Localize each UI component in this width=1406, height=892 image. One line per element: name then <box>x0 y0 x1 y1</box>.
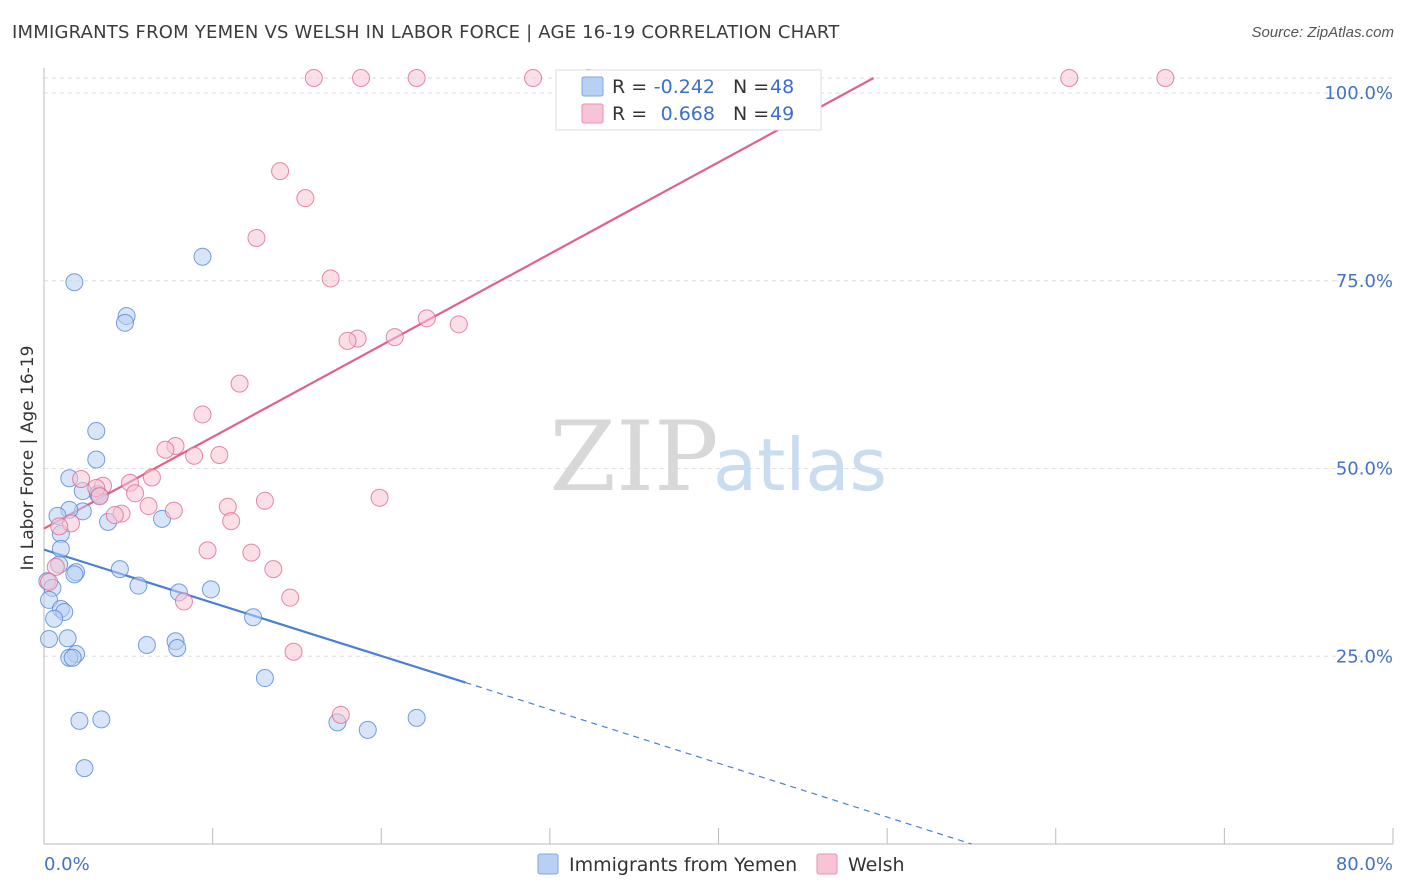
point-welsh <box>304 69 323 87</box>
point-welsh <box>164 501 183 520</box>
point-welsh <box>281 588 300 607</box>
point-welsh <box>90 487 109 506</box>
point-immigrants-from-yemen <box>40 629 59 648</box>
point-welsh <box>126 484 145 503</box>
point-welsh <box>139 497 158 516</box>
point-welsh <box>242 543 261 562</box>
point-immigrants-from-yemen <box>63 648 82 667</box>
point-welsh <box>284 642 303 661</box>
points-layer <box>38 69 1175 778</box>
point-welsh <box>193 405 212 424</box>
trend-line-welsh <box>43 77 875 530</box>
point-welsh <box>40 572 59 591</box>
watermark-zip: ZIP <box>549 401 718 513</box>
point-welsh <box>338 331 357 350</box>
point-welsh <box>385 328 404 347</box>
point-welsh <box>331 705 350 724</box>
point-welsh <box>271 162 290 181</box>
legend-swatch-yemen <box>581 76 604 97</box>
point-welsh <box>198 541 217 560</box>
legend-n-label-yemen: N = <box>733 76 769 98</box>
y-tick-labels: 25.0% 50.0% 75.0% 100.0% <box>1324 83 1393 667</box>
bottom-legend-label-yemen: Immigrants from Yemen <box>569 854 797 876</box>
point-immigrants-from-yemen <box>407 708 426 727</box>
y-tick-label: 75.0% <box>1336 271 1393 292</box>
point-immigrants-from-yemen <box>51 539 70 558</box>
watermark-atlas: atlas <box>713 423 887 507</box>
point-immigrants-from-yemen <box>255 669 274 688</box>
point-immigrants-from-yemen <box>115 313 134 332</box>
bottom-legend-swatch-yemen <box>537 853 559 875</box>
point-welsh <box>230 374 249 393</box>
point-welsh <box>264 560 283 579</box>
point-welsh <box>46 557 65 576</box>
axes-layer <box>43 68 1394 845</box>
legend-r-value-yemen: -0.242 <box>654 76 715 98</box>
point-welsh <box>1156 69 1175 87</box>
point-welsh <box>185 446 204 465</box>
point-welsh <box>222 512 241 531</box>
point-welsh <box>524 69 543 87</box>
point-immigrants-from-yemen <box>65 273 84 292</box>
point-immigrants-from-yemen <box>168 638 187 657</box>
watermark: ZIP atlas <box>549 401 887 513</box>
legend-r-label-welsh: R = <box>612 103 647 125</box>
x-tick-label-max: 80.0% <box>1336 854 1393 875</box>
bottom-legend-swatch-welsh <box>816 853 838 875</box>
point-immigrants-from-yemen <box>65 565 84 584</box>
bottom-legend: Immigrants from Yemen Welsh <box>537 853 905 876</box>
y-axis-title: In Labor Force | Age 16-19 <box>18 346 38 571</box>
y-tick-label: 100.0% <box>1324 83 1393 104</box>
point-immigrants-from-yemen <box>87 450 106 469</box>
x-tick-label-min: 0.0% <box>44 854 90 875</box>
y-tick-label: 25.0% <box>1336 646 1393 667</box>
point-immigrants-from-yemen <box>358 720 377 739</box>
point-immigrants-from-yemen <box>244 608 263 627</box>
point-welsh <box>321 269 340 288</box>
point-immigrants-from-yemen <box>193 247 212 266</box>
point-immigrants-from-yemen <box>129 576 148 595</box>
trend-line-extension-immigrants-from-yemen <box>465 681 972 845</box>
legend-r-value-welsh: 0.668 <box>661 103 715 125</box>
point-welsh <box>370 488 389 507</box>
point-welsh <box>296 189 315 208</box>
legend-n-label-welsh: N = <box>733 103 769 125</box>
point-welsh <box>449 315 468 334</box>
point-welsh <box>255 491 274 510</box>
point-immigrants-from-yemen <box>110 560 129 579</box>
point-welsh <box>156 440 175 459</box>
point-immigrants-from-yemen <box>137 635 156 654</box>
point-welsh <box>407 69 426 87</box>
legend-swatch-welsh <box>581 103 604 124</box>
point-welsh <box>352 69 371 87</box>
chart-title: IMMIGRANTS FROM YEMEN VS WELSH IN LABOR … <box>12 22 840 43</box>
legend-n-value-welsh: 49 <box>770 103 794 125</box>
point-immigrants-from-yemen <box>92 710 111 729</box>
point-welsh <box>1060 69 1079 87</box>
grid-layer <box>44 77 1393 657</box>
point-welsh <box>247 228 266 247</box>
y-tick-label: 50.0% <box>1336 459 1393 480</box>
bottom-legend-label-welsh: Welsh <box>848 854 905 876</box>
point-welsh <box>72 470 91 489</box>
point-immigrants-from-yemen <box>201 580 220 599</box>
chart-source: Source: ZipAtlas.com <box>1251 24 1394 41</box>
point-welsh <box>210 445 229 464</box>
point-immigrants-from-yemen <box>70 711 89 730</box>
legend: R = -0.242 N = 48 R = 0.668 N = 49 <box>555 69 822 131</box>
point-welsh <box>105 506 124 525</box>
point-immigrants-from-yemen <box>87 421 106 440</box>
legend-r-label-yemen: R = <box>612 76 647 98</box>
point-immigrants-from-yemen <box>75 759 94 778</box>
point-welsh <box>174 592 193 611</box>
legend-n-value-yemen: 48 <box>770 76 794 98</box>
point-welsh <box>50 517 69 536</box>
point-immigrants-from-yemen <box>58 629 77 648</box>
point-welsh <box>142 468 161 487</box>
point-welsh <box>417 309 436 328</box>
point-immigrants-from-yemen <box>45 609 64 628</box>
